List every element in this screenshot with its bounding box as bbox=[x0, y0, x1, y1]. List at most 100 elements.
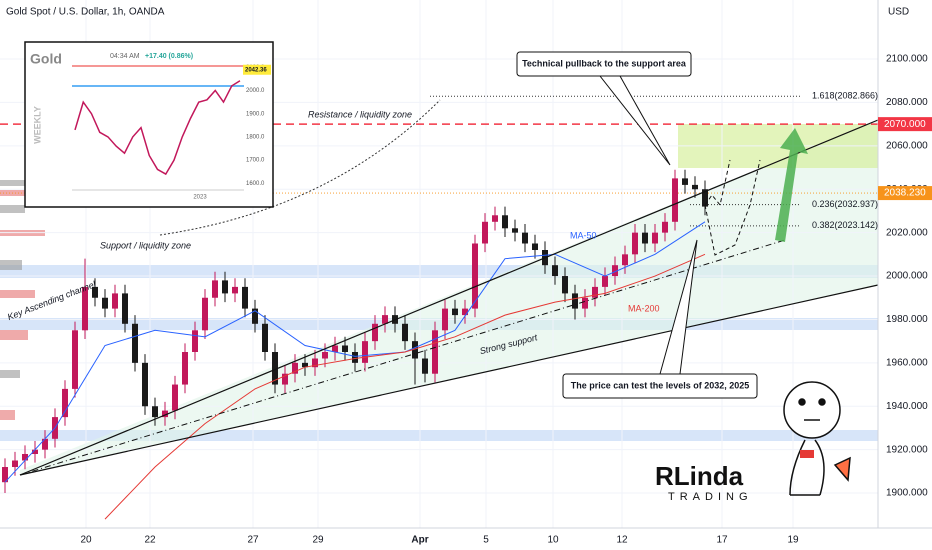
candle-body bbox=[482, 221, 488, 244]
candle-body bbox=[182, 352, 188, 385]
candle-body bbox=[72, 330, 78, 389]
x-tick-label: 10 bbox=[547, 535, 559, 546]
logo: RLinda bbox=[655, 461, 744, 491]
currency: USD bbox=[888, 7, 909, 18]
logo-sub: TRADING bbox=[668, 491, 753, 503]
ma-line bbox=[104, 253, 706, 520]
candle-body bbox=[252, 308, 258, 324]
x-tick-label: 27 bbox=[247, 535, 259, 546]
candle-body bbox=[282, 373, 288, 385]
price-label: 2070.000 bbox=[884, 119, 926, 130]
inset-tick-label: 1900.0 bbox=[246, 111, 265, 117]
candle-body bbox=[332, 345, 338, 352]
inset-tick-label: 1800.0 bbox=[246, 135, 265, 141]
y-tick-label: 2080.000 bbox=[886, 97, 928, 108]
candle-body bbox=[662, 221, 668, 233]
y-tick-label: 2000.000 bbox=[886, 271, 928, 282]
x-tick-label: 20 bbox=[80, 535, 92, 546]
candle-body bbox=[92, 286, 98, 298]
callout bbox=[562, 373, 758, 399]
y-tick-label: 2020.000 bbox=[886, 227, 928, 238]
x-tick-label: 5 bbox=[483, 535, 489, 546]
series-label: MA-200 bbox=[628, 303, 660, 313]
candle-body bbox=[692, 184, 698, 190]
inset-change: +17.40 (0.86%) bbox=[145, 53, 193, 60]
candle-body bbox=[192, 330, 198, 352]
candle-body bbox=[42, 438, 48, 450]
candle-body bbox=[132, 323, 138, 363]
candle-body bbox=[142, 362, 148, 407]
series-label: MA-50 bbox=[570, 230, 597, 240]
inset-time: 04:34 AM bbox=[110, 53, 140, 60]
y-tick-label: 2060.000 bbox=[886, 140, 928, 151]
arrow-curve bbox=[159, 99, 441, 236]
candle-body bbox=[632, 232, 638, 255]
inset-title: Gold bbox=[30, 51, 62, 67]
annotation: Technical pullback to the support area bbox=[522, 58, 687, 68]
candle-body bbox=[362, 341, 368, 363]
channel-upper bbox=[19, 119, 879, 476]
inset-frame bbox=[24, 41, 274, 208]
candle-body bbox=[462, 308, 468, 316]
callout bbox=[516, 51, 692, 77]
candle-body bbox=[202, 297, 208, 331]
y-tick-label: 1940.000 bbox=[886, 401, 928, 412]
candle-body bbox=[22, 453, 28, 461]
fib-label: 0.236(2032.937) bbox=[812, 199, 878, 209]
candle-body bbox=[2, 467, 8, 483]
candle-body bbox=[502, 215, 508, 229]
candle-body bbox=[162, 410, 168, 418]
candle-body bbox=[382, 315, 388, 324]
candle-body bbox=[352, 352, 358, 363]
candle-body bbox=[402, 323, 408, 342]
x-axis-panel bbox=[0, 528, 932, 550]
candle-body bbox=[512, 228, 518, 233]
candle-body bbox=[472, 243, 478, 309]
price-label-bg bbox=[878, 186, 932, 201]
candle-body bbox=[672, 178, 678, 222]
candle-body bbox=[302, 362, 308, 368]
inset-year: 2023 bbox=[193, 195, 207, 201]
inset-period: WEEKLY bbox=[32, 106, 42, 144]
y-tick-label: 1920.000 bbox=[886, 444, 928, 455]
candle-body bbox=[342, 345, 348, 352]
candle-body bbox=[492, 215, 498, 222]
candle-body bbox=[552, 265, 558, 277]
y-tick-label: 1960.000 bbox=[886, 357, 928, 368]
y-tick-label: 1980.000 bbox=[886, 314, 928, 325]
candle-body bbox=[242, 286, 248, 309]
inset-price: 2042.36 bbox=[245, 67, 267, 73]
candle-body bbox=[232, 286, 238, 294]
green-arrow bbox=[775, 128, 808, 242]
candle-body bbox=[582, 297, 588, 309]
price-label: 2038.230 bbox=[884, 188, 926, 199]
candle-body bbox=[642, 232, 648, 244]
inset-tick-label: 1700.0 bbox=[246, 158, 265, 164]
candle-body bbox=[652, 232, 658, 244]
header-title: Gold Spot / U.S. Dollar, 1h, OANDA bbox=[6, 7, 165, 18]
candle-body bbox=[262, 323, 268, 352]
candle-body bbox=[682, 178, 688, 185]
inset-price-bg bbox=[243, 64, 271, 75]
path-arrow bbox=[704, 159, 761, 256]
candle-body bbox=[112, 293, 118, 309]
candle-body bbox=[522, 232, 528, 244]
candle-body bbox=[442, 308, 448, 331]
candle-body bbox=[532, 243, 538, 251]
annotation: Resistance / liquidity zone bbox=[308, 109, 412, 119]
channel-lower bbox=[19, 284, 879, 476]
candle-body bbox=[602, 276, 608, 287]
candle-body bbox=[562, 276, 568, 294]
x-tick-label: 17 bbox=[716, 535, 728, 546]
candle-body bbox=[322, 352, 328, 359]
candle-body bbox=[32, 449, 38, 454]
price-label-bg bbox=[878, 117, 932, 132]
x-tick-label: 22 bbox=[144, 535, 156, 546]
candle-body bbox=[102, 297, 108, 309]
ma-line bbox=[4, 221, 706, 483]
candle-body bbox=[312, 358, 318, 368]
fib-label: 0.382(2023.142) bbox=[812, 220, 878, 230]
inset-tick-label: 1600.0 bbox=[246, 181, 265, 187]
annotation: The price can test the levels of 2032, 2… bbox=[571, 380, 750, 390]
